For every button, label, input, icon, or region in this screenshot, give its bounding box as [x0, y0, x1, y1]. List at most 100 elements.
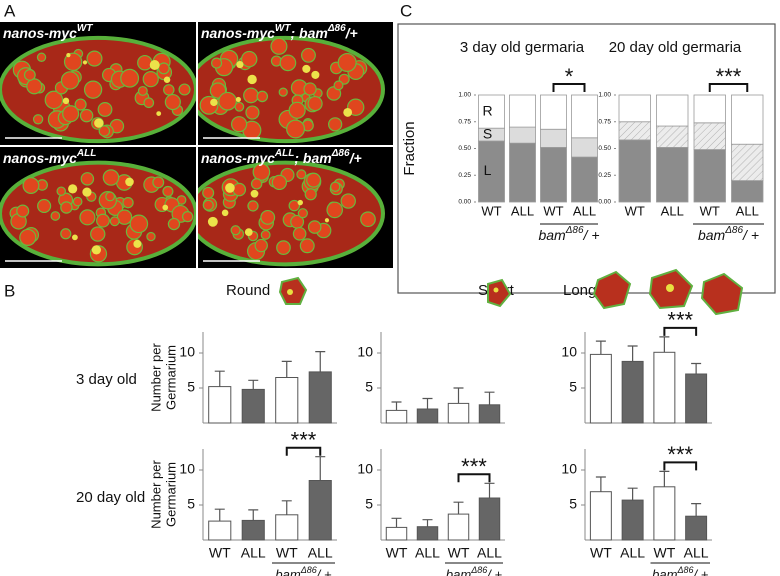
error-bar	[595, 340, 606, 355]
y-tick-label: 10	[179, 461, 195, 477]
row-title: 3 day old	[76, 371, 137, 388]
cell	[50, 211, 61, 221]
text-part: / +	[583, 227, 600, 243]
image-label: nanos-mycWT; bamΔ86/+	[201, 23, 358, 41]
bar-segment	[571, 94, 598, 139]
cell	[109, 216, 120, 227]
segment-label: R	[482, 102, 492, 118]
y-tick-label: 0.25	[458, 172, 471, 179]
cell	[307, 95, 323, 112]
cell	[167, 217, 181, 231]
error-bar	[484, 391, 495, 405]
cell	[74, 98, 87, 111]
bar	[589, 491, 612, 541]
bar-segment	[618, 94, 651, 123]
bar	[308, 480, 332, 541]
y-axis-label: Number per	[148, 343, 163, 412]
bar	[385, 409, 408, 424]
bar	[653, 351, 676, 424]
cell	[143, 97, 155, 109]
fusome	[162, 204, 169, 211]
cell	[60, 71, 80, 90]
superscript: Δ86	[470, 565, 487, 575]
cell	[162, 185, 174, 197]
group-label: bamΔ86/ +	[275, 565, 332, 576]
cell	[202, 186, 215, 199]
fusome	[82, 60, 88, 65]
y-axis-label: Germarium	[163, 462, 178, 527]
x-tick-label: ALL	[661, 203, 684, 218]
text-part: ; bam	[294, 150, 331, 166]
x-tick-label: WT	[625, 203, 645, 218]
fusome	[343, 108, 353, 117]
y-tick-label: 0.00	[598, 199, 611, 206]
y-tick-label: 5	[569, 379, 577, 395]
y-tick-label: 5	[569, 496, 577, 512]
y-tick-label: 5	[365, 379, 373, 395]
text-part: bam	[275, 567, 300, 576]
fusome	[324, 218, 330, 223]
fusome	[236, 60, 244, 69]
cell	[56, 186, 67, 196]
error-bar	[315, 456, 326, 481]
significance-bracket	[663, 461, 698, 471]
fusome	[72, 234, 78, 241]
cell	[36, 52, 47, 62]
error-bar	[627, 487, 638, 501]
cell	[304, 188, 317, 201]
cell	[333, 80, 344, 91]
error-bar	[484, 482, 495, 498]
cell	[98, 125, 111, 137]
error-bar	[214, 508, 225, 522]
fusome	[125, 177, 134, 187]
cell	[105, 191, 116, 202]
error-bar	[248, 509, 259, 521]
fusome	[82, 187, 92, 197]
cell	[60, 201, 73, 214]
bar-segment	[571, 156, 598, 203]
cell	[83, 80, 103, 99]
fusome	[247, 74, 257, 85]
y-tick-label: 5	[365, 496, 373, 512]
fusome	[225, 183, 235, 193]
y-tick-label: 0.00	[458, 199, 471, 206]
cell	[245, 105, 260, 120]
bar-segment	[540, 94, 567, 130]
fusome	[156, 111, 162, 117]
fusome	[210, 98, 218, 107]
bar	[275, 514, 299, 541]
x-tick-label: WT	[209, 545, 231, 561]
cell	[260, 229, 271, 240]
cell	[16, 204, 30, 218]
fusome	[235, 96, 241, 103]
x-tick-label: ALL	[415, 545, 440, 561]
text-part: nanos-myc	[201, 25, 275, 41]
cell	[330, 181, 341, 192]
chart-title: 20 day old germaria	[609, 39, 742, 56]
fusome	[91, 245, 102, 255]
error-bar	[691, 362, 702, 374]
y-tick-label: 5	[187, 379, 195, 395]
x-tick-label: ALL	[308, 545, 333, 561]
x-tick-label: WT	[543, 203, 563, 218]
y-tick-label: 0.75	[458, 118, 471, 125]
cell	[301, 47, 316, 63]
cell	[326, 201, 344, 219]
bar	[275, 377, 299, 424]
cell	[86, 50, 103, 67]
text-part: nanos-myc	[201, 150, 275, 166]
x-tick-label: ALL	[477, 545, 502, 561]
x-tick-label: WT	[590, 545, 612, 561]
cell	[102, 169, 120, 186]
cell	[340, 193, 356, 209]
fusome	[94, 118, 104, 128]
text-part: nanos-myc	[3, 25, 77, 41]
error-bar	[391, 517, 402, 528]
cell	[137, 85, 148, 96]
cell	[157, 62, 170, 75]
significance-bracket	[285, 446, 322, 456]
x-tick-label: ALL	[684, 545, 709, 561]
cell	[360, 211, 376, 228]
cell	[328, 117, 343, 132]
bar-segment	[509, 142, 536, 203]
